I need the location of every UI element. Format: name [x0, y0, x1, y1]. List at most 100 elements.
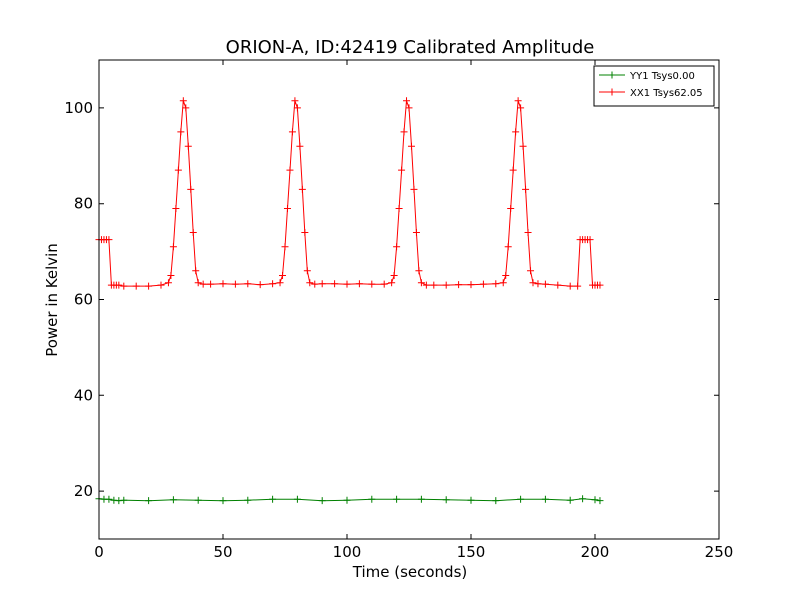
data-point [467, 496, 475, 504]
data-point [269, 495, 277, 503]
data-point [293, 104, 301, 112]
data-point [298, 185, 306, 193]
data-point [301, 228, 309, 236]
data-point [566, 282, 574, 290]
data-point [407, 142, 415, 150]
data-point [306, 279, 314, 287]
data-point [291, 97, 299, 105]
data-point [492, 280, 500, 288]
data-point [410, 185, 418, 193]
data-point [184, 142, 192, 150]
data-point [164, 279, 172, 287]
data-point [105, 236, 113, 244]
data-point [343, 496, 351, 504]
data-point [502, 272, 510, 280]
data-point [517, 104, 525, 112]
data-point [355, 280, 363, 288]
data-point [219, 280, 227, 288]
data-point [554, 281, 562, 289]
data-point [380, 280, 388, 288]
data-point [512, 128, 520, 136]
data-point [455, 281, 463, 289]
y-tick-label: 100 [64, 99, 93, 117]
data-point [519, 142, 527, 150]
data-point [276, 279, 284, 287]
data-point [231, 280, 239, 288]
data-point [541, 280, 549, 288]
data-point [422, 281, 430, 289]
data-point [393, 495, 401, 503]
data-point [430, 281, 438, 289]
data-point [400, 128, 408, 136]
data-point [296, 142, 304, 150]
data-point [566, 496, 574, 504]
data-point [318, 497, 326, 505]
data-point [527, 267, 535, 275]
data-point [179, 97, 187, 105]
data-point [199, 280, 207, 288]
data-point [303, 267, 311, 275]
data-point [169, 496, 177, 504]
data-point [311, 280, 319, 288]
data-point [207, 280, 215, 288]
plot-area: 0 50 100 150 200 250 20 40 60 80 100 [64, 59, 733, 561]
chart-title: ORION-A, ID:42419 Calibrated Amplitude [226, 37, 595, 58]
x-tick-label: 0 [94, 543, 104, 561]
data-point [574, 282, 582, 290]
data-point [288, 128, 296, 136]
data-point [541, 495, 549, 503]
plot-frame [98, 59, 720, 540]
data-point [417, 279, 425, 287]
data-point [479, 280, 487, 288]
x-tick-label: 200 [581, 543, 610, 561]
data-point [529, 279, 537, 287]
data-point [169, 243, 177, 251]
data-point [132, 282, 140, 290]
data-point [120, 496, 128, 504]
data-point [524, 228, 532, 236]
data-point [579, 495, 587, 503]
y-tick-label: 20 [74, 482, 93, 500]
data-point [187, 185, 195, 193]
series-line [99, 100, 600, 287]
legend: YY1 Tsys0.00 XX1 Tsys62.05 [593, 65, 715, 107]
legend-label: YY1 Tsys0.00 [629, 71, 695, 82]
data-point [398, 166, 406, 174]
y-tick-label: 80 [74, 195, 93, 213]
y-tick-label: 40 [74, 386, 93, 404]
data-point [279, 272, 287, 280]
data-point [269, 280, 277, 288]
data-point [318, 280, 326, 288]
data-point [331, 280, 339, 288]
data-point [343, 280, 351, 288]
data-point [522, 185, 530, 193]
data-point [219, 497, 227, 505]
data-point [293, 495, 301, 503]
data-point [534, 280, 542, 288]
data-point [105, 495, 113, 503]
data-point [192, 267, 200, 275]
legend-marker [608, 88, 616, 96]
x-tick-label: 150 [457, 543, 486, 561]
data-point [467, 281, 475, 289]
legend-label: XX1 Tsys62.05 [630, 88, 703, 99]
data-point [514, 97, 522, 105]
x-tick-label: 100 [333, 543, 362, 561]
data-point [172, 204, 180, 212]
data-point [415, 267, 423, 275]
legend-marker [608, 71, 616, 79]
data-point [256, 281, 264, 289]
data-point [189, 228, 197, 236]
data-point [412, 228, 420, 236]
data-point [586, 236, 594, 244]
data-point [157, 281, 165, 289]
data-point [286, 166, 294, 174]
data-point [177, 128, 185, 136]
series-1 [95, 495, 604, 505]
data-point [368, 280, 376, 288]
data-point [388, 279, 396, 287]
data-point [405, 104, 413, 112]
data-point [145, 497, 153, 505]
data-point [492, 497, 500, 505]
